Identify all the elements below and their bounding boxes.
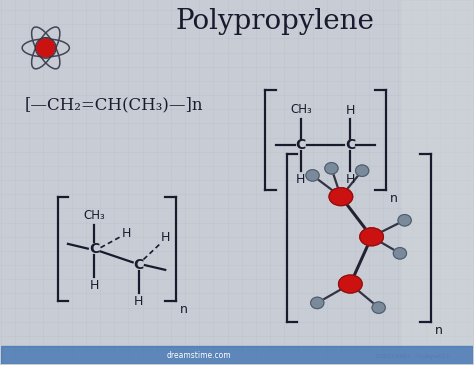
Ellipse shape: [306, 170, 319, 181]
Text: dreamstime.com: dreamstime.com: [170, 353, 228, 359]
Text: H: H: [296, 173, 305, 186]
Ellipse shape: [338, 275, 362, 293]
Text: H: H: [90, 279, 99, 292]
Bar: [402, 1, 473, 364]
Ellipse shape: [329, 188, 353, 205]
Text: C: C: [296, 138, 306, 152]
Text: [—CH₂=CH(CH₃)—]n: [—CH₂=CH(CH₃)—]n: [25, 96, 203, 113]
Text: H: H: [346, 104, 355, 117]
Ellipse shape: [372, 302, 385, 314]
Text: 239214387  ©Liliya623: 239214387 ©Liliya623: [375, 353, 449, 359]
Ellipse shape: [325, 163, 338, 174]
Bar: [1, 346, 473, 364]
Text: Polypropylene: Polypropylene: [175, 8, 374, 35]
Text: H: H: [134, 296, 144, 308]
Text: H: H: [122, 227, 131, 240]
Circle shape: [37, 39, 55, 57]
Text: C: C: [345, 138, 356, 152]
Text: CH₃: CH₃: [83, 209, 105, 222]
Text: C: C: [134, 258, 144, 272]
Ellipse shape: [310, 297, 324, 309]
Text: C: C: [89, 242, 100, 256]
Ellipse shape: [393, 247, 407, 259]
Text: H: H: [161, 231, 170, 244]
Text: n: n: [434, 324, 442, 337]
Text: CH₃: CH₃: [290, 103, 311, 116]
Text: dreamstime.com: dreamstime.com: [167, 351, 231, 360]
Text: n: n: [390, 192, 397, 205]
Ellipse shape: [356, 165, 369, 176]
Text: n: n: [179, 303, 187, 316]
Text: H: H: [346, 173, 355, 186]
Ellipse shape: [398, 215, 411, 226]
Ellipse shape: [360, 228, 383, 246]
